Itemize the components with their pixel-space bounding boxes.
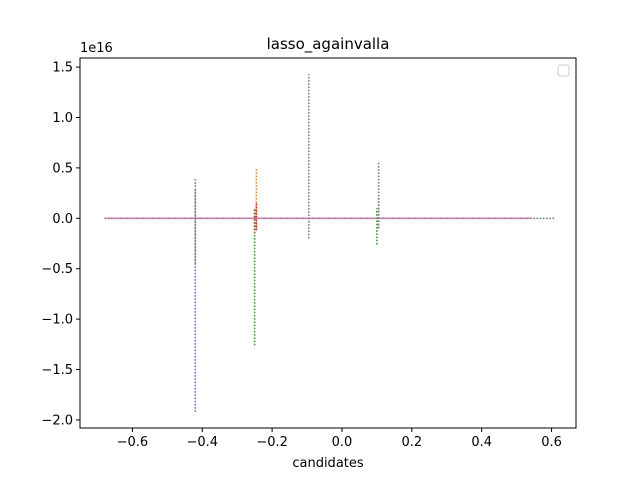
plot-frame [79, 57, 577, 429]
y-tick-label: −1.0 [41, 313, 73, 328]
y-tick-label: −2.0 [41, 413, 73, 428]
x-axis-ticks: −0.6 −0.4 −0.2 0.0 0.2 0.4 0.6 [117, 428, 562, 450]
y-tick-label: 1.5 [52, 61, 73, 76]
x-tick-label: 0.4 [471, 435, 492, 450]
y-offset-label: 1e16 [80, 41, 113, 56]
x-tick-label: −0.2 [256, 435, 288, 450]
y-axis-ticks: −2.0 −1.5 −1.0 −0.5 0.0 0.5 1.0 1.5 [41, 61, 80, 428]
legend-box [557, 64, 570, 77]
x-tick-label: −0.6 [117, 435, 149, 450]
x-tick-label: 0.0 [332, 435, 353, 450]
y-tick-label: 1.0 [52, 111, 73, 126]
x-tick-label: 0.2 [401, 435, 422, 450]
x-tick-label: 0.6 [541, 435, 562, 450]
y-tick-label: 0.5 [52, 161, 73, 176]
x-axis-label: candidates [292, 456, 364, 471]
y-tick-label: 0.0 [52, 212, 73, 227]
y-tick-label: −0.5 [41, 262, 73, 277]
y-tick-label: −1.5 [41, 363, 73, 378]
series-layer [104, 74, 555, 412]
chart-title: lasso_againvalla [267, 35, 390, 54]
x-tick-label: −0.4 [186, 435, 218, 450]
